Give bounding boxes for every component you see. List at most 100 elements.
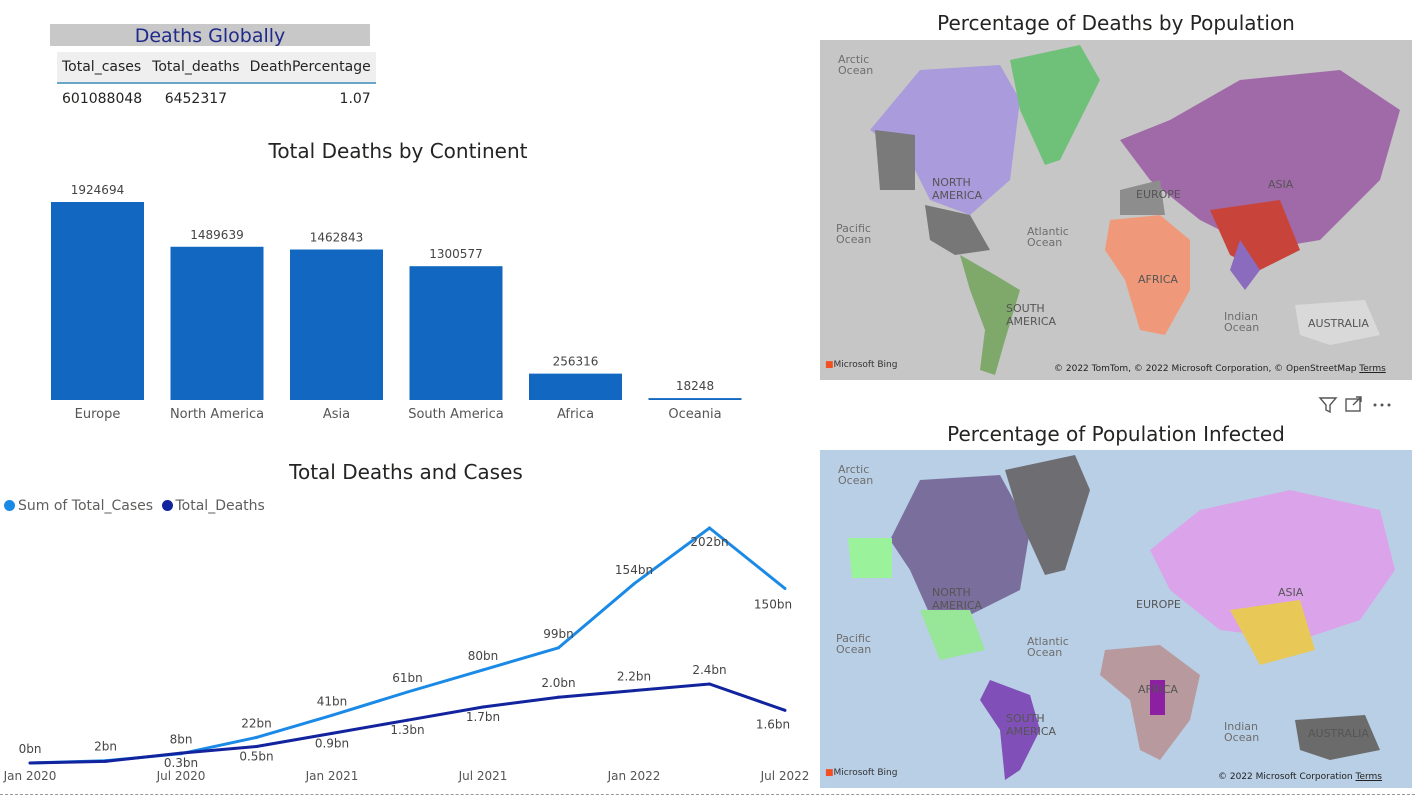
line-data-label: 2.2bn: [617, 670, 651, 684]
map-terms-link[interactable]: Terms: [1359, 364, 1386, 374]
line-point[interactable]: [708, 682, 711, 686]
map-label-south-america: SOUTH AMERICA: [1006, 302, 1057, 328]
bing-logo: ■Microsoft Bing: [825, 360, 898, 370]
line-data-label: 1.3bn: [390, 723, 424, 737]
map-label-africa: AFRICA: [1138, 683, 1178, 696]
line-data-label: 2.4bn: [692, 663, 726, 677]
map-label-pacific: Pacific Ocean: [836, 222, 872, 246]
x-tick-label: Jan 2020: [3, 769, 57, 783]
bar-category-label: Africa: [557, 407, 594, 422]
legend-item-total-cases[interactable]: Sum of Total_Cases: [4, 498, 153, 514]
infected-map[interactable]: Arctic Ocean Pacific Ocean Atlantic Ocea…: [820, 450, 1412, 788]
visual-toolbar: [1318, 396, 1414, 419]
bar-category-label: North America: [170, 407, 264, 422]
kpi-table: Total_cases Total_deaths DeathPercentage…: [57, 52, 376, 114]
deaths-map[interactable]: Arctic Ocean Pacific Ocean Atlantic Ocea…: [820, 40, 1412, 380]
filter-icon[interactable]: [1318, 397, 1343, 419]
map-label-indian: Indian Ocean: [1224, 720, 1260, 744]
bar-data-label: 1489639: [190, 228, 243, 242]
bar-category-label: Asia: [323, 407, 350, 422]
line-data-label: 8bn: [170, 733, 193, 747]
line-data-label: 2.0bn: [541, 676, 575, 690]
map-label-asia: ASIA: [1268, 178, 1294, 191]
line-data-label: 0.5bn: [239, 750, 273, 764]
line-point[interactable]: [406, 718, 409, 722]
bing-logo: ■Microsoft Bing: [825, 768, 898, 778]
map-label-atlantic: Atlantic Ocean: [1027, 225, 1069, 249]
line-point[interactable]: [481, 705, 485, 709]
line-data-label: 154bn: [615, 563, 653, 577]
line-point[interactable]: [255, 745, 258, 749]
focus-mode-icon[interactable]: [1343, 396, 1370, 419]
kpi-value-death-percentage: 1.07: [339, 91, 371, 107]
map-credit: © 2022 Microsoft Corporation Terms: [1218, 772, 1382, 782]
line-point[interactable]: [557, 646, 560, 650]
map-label-arctic: Arctic Ocean: [838, 53, 874, 77]
bar-north-america[interactable]: [170, 246, 264, 400]
x-tick-label: Jan 2021: [305, 769, 359, 783]
line-chart: 0bn 2bn 8bn 22bn 41bn 61bn 80bn 99bn 154bn 202bn 1…: [3, 526, 809, 783]
line-point[interactable]: [481, 668, 485, 672]
line-point[interactable]: [330, 713, 334, 717]
x-tick-label: Jul 2020: [156, 769, 206, 783]
infected-map-title: Percentage of Population Infected: [947, 422, 1285, 446]
line-data-label: 0bn: [19, 742, 42, 756]
map-label-europe: EUROPE: [1136, 598, 1181, 611]
deaths-map-title: Percentage of Deaths by Population: [937, 11, 1295, 35]
line-point[interactable]: [783, 708, 787, 712]
legend-label: Sum of Total_Cases: [18, 498, 154, 514]
table-row: 601088048 6452317 1.07: [57, 83, 376, 114]
map-label-atlantic: Atlantic Ocean: [1027, 635, 1069, 659]
line-point[interactable]: [179, 751, 183, 755]
line-data-label: 22bn: [241, 716, 272, 730]
kpi-title: Deaths Globally: [50, 24, 370, 47]
more-options-icon[interactable]: [1371, 399, 1393, 419]
legend-item-total-deaths[interactable]: Total_Deaths: [161, 498, 265, 514]
line-chart-title: Total Deaths and Cases: [289, 460, 523, 484]
legend-dot-icon: [161, 500, 173, 511]
map-label-europe: EUROPE: [1136, 188, 1181, 201]
x-tick-label: Jul 2021: [458, 769, 508, 783]
line-point[interactable]: [557, 695, 560, 699]
map-label-indian: Indian Ocean: [1224, 310, 1260, 334]
line-chart-legend: Sum of Total_Cases Total_Deaths: [4, 498, 265, 514]
line-data-label: 0.9bn: [315, 736, 349, 750]
deaths-map-shapes: [820, 40, 1412, 380]
x-tick-label: Jan 2022: [607, 769, 661, 783]
line-data-label: 1.7bn: [466, 710, 500, 724]
map-label-australia: AUSTRALIA: [1308, 317, 1369, 330]
bar-data-label: 1462843: [310, 231, 363, 245]
map-label-south-america: SOUTH AMERICA: [1006, 712, 1057, 738]
line-point[interactable]: [406, 690, 409, 694]
map-terms-link[interactable]: Terms: [1355, 772, 1382, 782]
bar-europe[interactable]: [51, 202, 144, 400]
line-point[interactable]: [330, 731, 334, 735]
kpi-header-death-percentage[interactable]: DeathPercentage: [244, 52, 376, 84]
line-data-label: 2bn: [94, 740, 117, 754]
line-data-label: 80bn: [468, 649, 499, 663]
bar-category-label: South America: [408, 407, 504, 422]
map-label-north-america: NORTH AMERICA: [932, 176, 983, 202]
bar-africa[interactable]: [529, 373, 622, 400]
line-point[interactable]: [104, 759, 107, 763]
bar-category-label: Oceania: [668, 407, 721, 422]
line-point[interactable]: [255, 735, 258, 739]
kpi-value-total-cases: 601088048: [62, 91, 143, 107]
line-data-label: 202bn: [690, 535, 728, 549]
kpi-header-total-deaths[interactable]: Total_deaths: [147, 52, 245, 84]
map-label-pacific: Pacific Ocean: [836, 632, 872, 656]
legend-dot-icon: [4, 500, 15, 511]
line-point[interactable]: [632, 582, 636, 586]
line-point[interactable]: [28, 761, 32, 765]
line-point[interactable]: [632, 689, 636, 693]
line-data-label: 150bn: [754, 597, 792, 611]
line-data-label: 0.3bn: [164, 756, 198, 770]
kpi-header-total-cases[interactable]: Total_cases: [57, 52, 148, 84]
bar-oceania[interactable]: [648, 398, 742, 400]
line-point[interactable]: [783, 586, 787, 590]
map-label-africa: AFRICA: [1138, 273, 1178, 286]
bar-south-america[interactable]: [409, 266, 503, 400]
line-point[interactable]: [708, 526, 711, 530]
bar-asia[interactable]: [290, 249, 383, 400]
legend-label: Total_Deaths: [175, 498, 265, 514]
